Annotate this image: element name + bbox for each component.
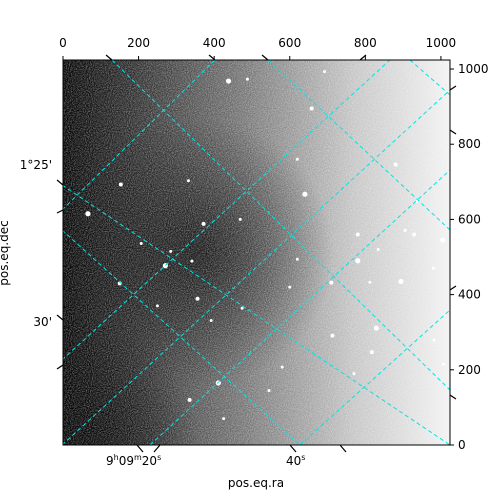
star-14 <box>169 249 173 253</box>
star-3 <box>309 106 314 111</box>
world-tick-5 <box>56 209 64 214</box>
y-axis-title: pos.eq.dec <box>0 220 11 285</box>
y-pixel-tick-label-4: 800 <box>458 137 481 151</box>
star-field <box>85 70 446 421</box>
x-pixel-tick-label-5: 1000 <box>426 36 457 50</box>
star-12 <box>201 221 206 226</box>
world-ticks <box>56 54 457 453</box>
star-10 <box>85 211 91 217</box>
star-25 <box>373 325 379 331</box>
star-35 <box>440 237 446 243</box>
ra-tick-label-2: 40s <box>286 453 305 468</box>
grid-line-ra-1 <box>63 230 301 445</box>
grid-line-ra-0 <box>63 185 450 445</box>
world-tick-7 <box>56 364 64 370</box>
ra-tick-label-1: 9h09m20s <box>106 453 161 468</box>
star-22 <box>240 306 244 310</box>
star-24 <box>330 333 335 338</box>
star-2 <box>323 70 327 74</box>
star-33 <box>187 397 192 402</box>
star-21 <box>195 296 200 301</box>
world-tick-15 <box>449 394 457 400</box>
star-19 <box>368 280 372 284</box>
pixel-y-axis: 0 200 400 600 800 1000 <box>450 62 489 452</box>
star-44 <box>288 285 292 289</box>
star-28 <box>442 362 446 366</box>
grid-line-dec-0 <box>63 89 450 445</box>
y-pixel-tick-label-0: 0 <box>458 438 466 452</box>
star-32 <box>352 372 356 376</box>
star-41 <box>431 266 435 270</box>
y-pixel-tick-label-3: 600 <box>458 212 481 226</box>
world-tick-0 <box>136 444 144 453</box>
x-pixel-tick-label-3: 600 <box>278 36 301 50</box>
star-43 <box>155 304 159 308</box>
grid-line-dec-1 <box>63 60 391 360</box>
y-pixel-tick-label-5: 1000 <box>458 62 489 76</box>
world-tick-8 <box>208 54 216 61</box>
star-36 <box>412 232 417 237</box>
grid-line-ra-4 <box>409 60 450 96</box>
star-0 <box>225 78 232 84</box>
star-26 <box>432 338 436 342</box>
star-34 <box>222 417 226 421</box>
x-pixel-tick-label-2: 400 <box>203 36 226 50</box>
dec-tick-label-1: 1°25' <box>20 158 52 172</box>
star-5 <box>302 191 308 197</box>
star-27 <box>369 350 374 355</box>
star-9 <box>118 182 123 187</box>
star-31 <box>267 388 271 392</box>
star-4 <box>295 157 299 161</box>
x-pixel-tick-label-1: 200 <box>127 36 150 50</box>
grid-line-dec-3 <box>149 169 450 445</box>
world-tick-4 <box>56 179 64 186</box>
grid-line-ra-2 <box>111 60 450 391</box>
world-tick-14 <box>449 285 457 291</box>
star-37 <box>403 228 407 232</box>
star-11 <box>238 217 242 221</box>
world-tick-9 <box>261 54 269 61</box>
dec-tick-label-2: 30' <box>33 315 52 329</box>
grid-line-dec-4 <box>299 309 450 445</box>
y-pixel-tick-label-1: 200 <box>458 363 481 377</box>
star-6 <box>393 162 398 167</box>
pixel-x-axis: 0 200 400 600 800 1000 <box>59 36 456 60</box>
world-tick-10 <box>359 54 367 61</box>
star-17 <box>295 257 299 261</box>
star-1 <box>245 77 249 81</box>
star-40 <box>355 258 361 264</box>
star-42 <box>117 281 122 286</box>
world-tick-13 <box>449 129 457 135</box>
x-pixel-tick-label-4: 800 <box>354 36 377 50</box>
world-tick-3 <box>153 444 161 453</box>
star-20 <box>398 278 404 285</box>
star-16 <box>190 259 194 263</box>
world-tick-12 <box>449 85 457 91</box>
star-39 <box>355 232 360 237</box>
plot-frame <box>62 59 451 446</box>
world-tick-11 <box>105 54 113 61</box>
x-pixel-tick-label-0: 0 <box>59 36 67 50</box>
star-13 <box>139 241 143 245</box>
world-tick-1 <box>289 444 297 453</box>
world-tick-6 <box>56 314 64 321</box>
coordinate-grid <box>63 60 450 445</box>
grid-line-dec-2 <box>63 60 216 210</box>
star-38 <box>376 247 380 251</box>
star-29 <box>280 365 284 369</box>
sky-image <box>63 60 450 445</box>
y-pixel-tick-label-2: 400 <box>458 288 481 302</box>
star-7 <box>415 199 419 203</box>
world-tick-2 <box>339 444 347 453</box>
x-axis-title: pos.eq.ra <box>228 476 284 490</box>
star-18 <box>329 280 334 285</box>
star-8 <box>186 179 190 183</box>
star-23 <box>209 319 213 323</box>
